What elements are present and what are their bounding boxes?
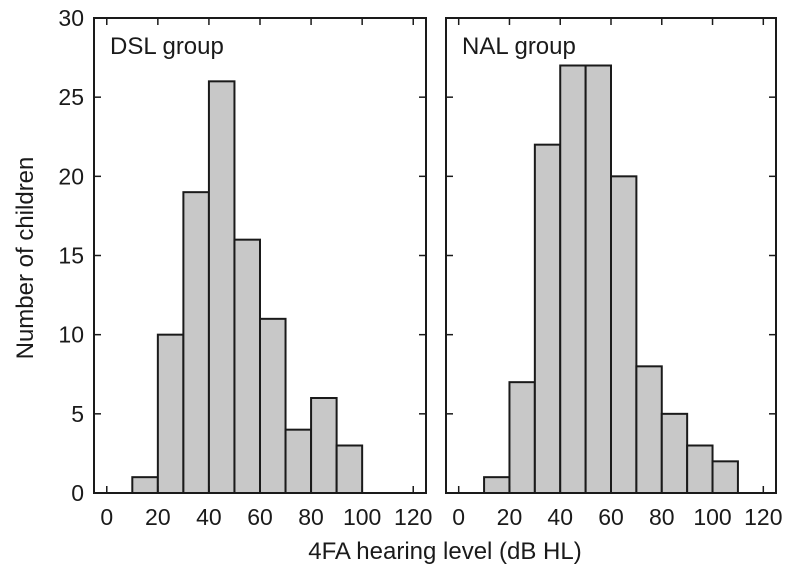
bar [660, 412, 689, 495]
panel-title: NAL group [462, 33, 576, 60]
bar [686, 444, 714, 494]
panel-title: DSL group [110, 33, 224, 60]
x-tick-label: 60 [598, 504, 624, 530]
y-tick-label: 30 [58, 5, 84, 31]
bar [207, 80, 236, 494]
y-tick-label: 5 [71, 401, 84, 427]
bar [284, 428, 313, 494]
bar [610, 175, 638, 494]
x-axis-label: 4FA hearing level (dB HL) [308, 538, 581, 565]
x-tick-label: 20 [145, 504, 171, 530]
x-tick-label: 100 [343, 504, 381, 530]
x-tick-label: 0 [452, 504, 465, 530]
bar [508, 381, 536, 494]
bar [182, 191, 210, 495]
bar [233, 238, 261, 494]
x-tick-label: 80 [298, 504, 324, 530]
x-tick-label: 120 [394, 504, 432, 530]
y-tick-label: 10 [58, 322, 84, 348]
panel-dsl: 0 20 40 60 80 100 120 0 5 10 15 20 25 30 DSL group [58, 5, 432, 530]
bar [259, 317, 287, 495]
y-axis-label: Number of children [12, 157, 39, 360]
y-tick-label: 0 [71, 480, 84, 506]
x-tick-label: 20 [497, 504, 523, 530]
y-tick-label: 25 [58, 84, 84, 110]
x-tick-label: 0 [100, 504, 113, 530]
bar [131, 476, 159, 494]
x-tick-label: 80 [649, 504, 675, 530]
bar [711, 460, 739, 495]
bar [335, 444, 364, 494]
x-tick-label: 60 [247, 504, 273, 530]
bar [156, 333, 185, 494]
panel-nal: 0 20 40 60 80 100 120 NAL group [445, 17, 782, 530]
bar [483, 476, 511, 494]
y-tick-label: 15 [58, 243, 84, 269]
x-tick-label: 120 [744, 504, 782, 530]
x-tick-label: 100 [693, 504, 731, 530]
bar [310, 397, 338, 494]
bar [584, 64, 612, 494]
x-tick-label: 40 [547, 504, 573, 530]
bar [533, 143, 562, 495]
y-tick-label: 20 [58, 163, 84, 189]
bar [635, 365, 663, 495]
bar [559, 64, 587, 494]
x-tick-label: 40 [196, 504, 222, 530]
